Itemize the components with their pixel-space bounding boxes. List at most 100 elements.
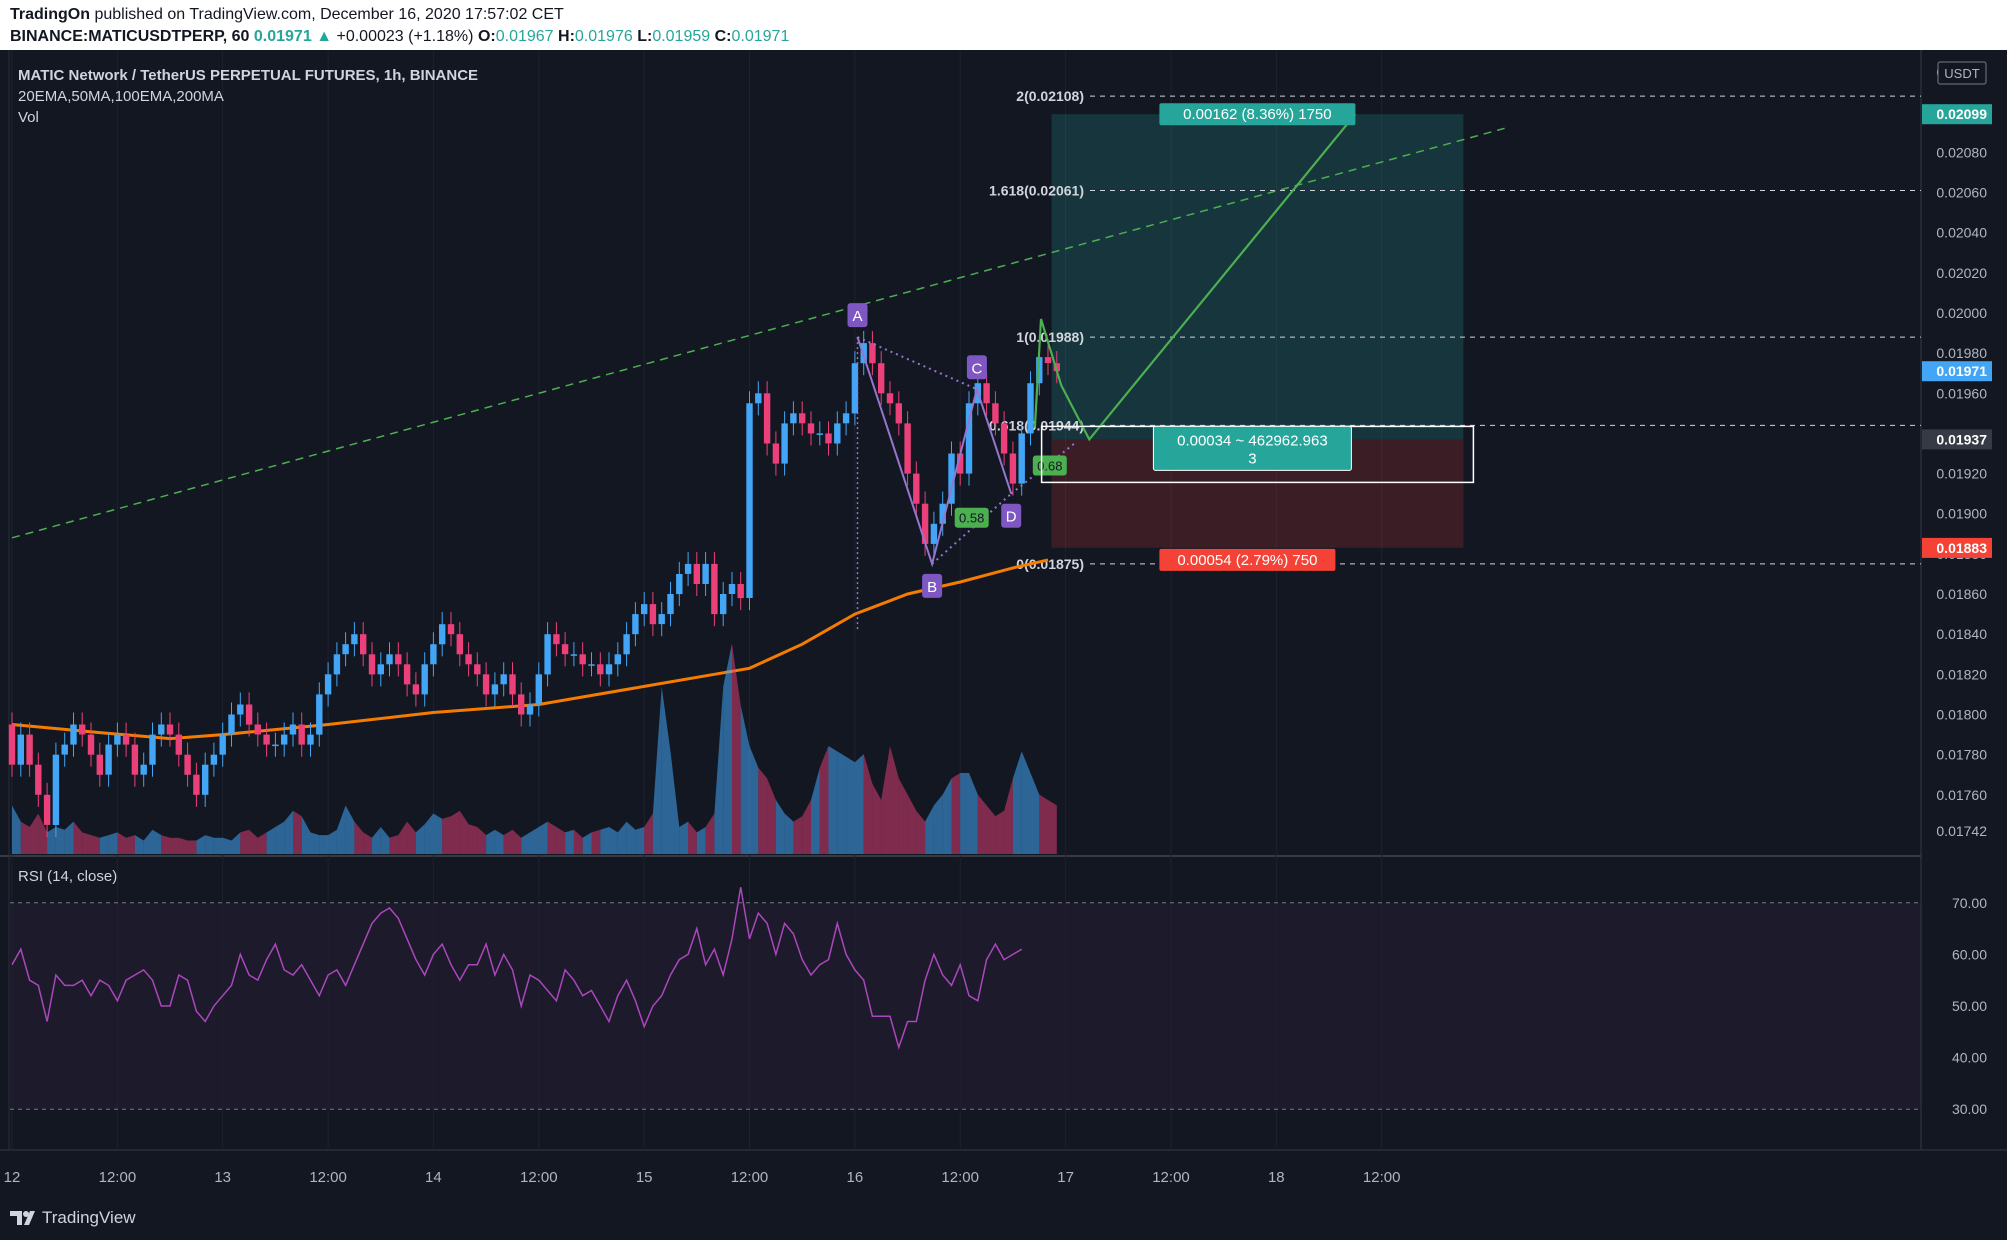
candle[interactable] <box>202 752 209 807</box>
candle[interactable] <box>52 742 60 837</box>
candle[interactable] <box>122 722 130 757</box>
candle[interactable] <box>720 582 727 627</box>
candle[interactable] <box>439 612 446 657</box>
candle[interactable] <box>289 712 297 747</box>
candle[interactable] <box>360 622 367 667</box>
candle[interactable] <box>1044 345 1052 376</box>
candle[interactable] <box>184 742 191 787</box>
candle[interactable] <box>1018 421 1025 496</box>
candle[interactable] <box>447 612 455 647</box>
candle[interactable] <box>166 712 174 747</box>
candle[interactable] <box>377 652 384 687</box>
pattern-point-d[interactable]: D <box>1001 503 1022 528</box>
candle[interactable] <box>597 652 604 687</box>
candle[interactable] <box>307 722 314 757</box>
pattern-point-c[interactable]: C <box>966 355 987 380</box>
candle[interactable] <box>114 722 121 757</box>
candle[interactable] <box>711 551 718 627</box>
candle[interactable] <box>588 652 595 677</box>
candle[interactable] <box>561 632 569 667</box>
candle[interactable] <box>430 632 437 677</box>
candle[interactable] <box>386 642 393 677</box>
candle[interactable] <box>61 732 68 767</box>
candle[interactable] <box>886 381 894 416</box>
candle[interactable] <box>158 712 165 747</box>
candle[interactable] <box>324 662 332 707</box>
candle[interactable] <box>175 722 182 767</box>
candle[interactable] <box>641 592 648 627</box>
candle[interactable] <box>395 642 402 677</box>
candle[interactable] <box>254 712 261 747</box>
candle[interactable] <box>421 652 428 707</box>
candle[interactable] <box>298 712 305 757</box>
candle[interactable] <box>1009 441 1017 496</box>
candle[interactable] <box>17 722 24 777</box>
candle[interactable] <box>351 622 358 657</box>
candle[interactable] <box>632 602 639 647</box>
candle[interactable] <box>140 752 147 787</box>
candle[interactable] <box>245 692 253 737</box>
candle[interactable] <box>193 762 200 807</box>
candle[interactable] <box>474 652 481 687</box>
candle[interactable] <box>878 351 885 406</box>
candle[interactable] <box>228 702 235 747</box>
candle[interactable] <box>605 652 613 687</box>
candle[interactable] <box>965 391 973 486</box>
candle[interactable] <box>43 782 51 837</box>
candle[interactable] <box>649 592 657 637</box>
candle[interactable] <box>412 672 420 707</box>
candle[interactable] <box>210 742 218 777</box>
candle[interactable] <box>746 391 753 611</box>
candle[interactable] <box>728 572 736 607</box>
candle[interactable] <box>526 692 534 727</box>
candle[interactable] <box>825 421 832 456</box>
candle[interactable] <box>105 732 112 787</box>
candle[interactable] <box>403 652 411 697</box>
candle[interactable] <box>790 401 797 436</box>
candle[interactable] <box>491 672 499 707</box>
candle[interactable] <box>570 642 578 667</box>
candle[interactable] <box>693 551 700 596</box>
candle[interactable] <box>544 622 551 687</box>
candle[interactable] <box>851 351 859 426</box>
candle[interactable] <box>456 622 463 667</box>
candle[interactable] <box>368 642 376 687</box>
candle[interactable] <box>930 511 938 556</box>
candle[interactable] <box>70 712 77 757</box>
candle[interactable] <box>333 642 341 687</box>
candle[interactable] <box>1027 371 1034 446</box>
candle[interactable] <box>667 582 674 627</box>
chart-canvas[interactable]: 2(0.02108) 1.618(0.02061) 1(0.01988) 0.618(… <box>0 50 2007 1197</box>
candle[interactable] <box>237 692 244 727</box>
candle[interactable] <box>553 622 560 657</box>
candle[interactable] <box>623 622 630 667</box>
candle[interactable] <box>579 642 586 677</box>
candle[interactable] <box>763 381 771 456</box>
pattern-point-a[interactable]: A <box>847 303 868 328</box>
candle[interactable] <box>992 391 999 436</box>
candle[interactable] <box>500 662 507 697</box>
candle[interactable] <box>219 722 226 767</box>
candle[interactable] <box>702 551 709 596</box>
candle[interactable] <box>895 391 902 436</box>
candle[interactable] <box>816 421 823 446</box>
candle[interactable] <box>316 682 323 747</box>
pattern-point-b[interactable]: B <box>922 573 943 598</box>
candle[interactable] <box>939 491 946 536</box>
candle[interactable] <box>772 431 780 476</box>
currency-button[interactable]: USDT <box>1937 61 1987 85</box>
candle[interactable] <box>272 732 279 757</box>
candle[interactable] <box>26 722 33 777</box>
candle[interactable] <box>869 331 876 376</box>
candle[interactable] <box>676 561 683 607</box>
candle[interactable] <box>755 381 762 416</box>
candle[interactable] <box>79 712 86 747</box>
candle[interactable] <box>781 411 788 476</box>
candle[interactable] <box>948 441 955 516</box>
candle[interactable] <box>1000 411 1008 466</box>
candle[interactable] <box>957 441 964 486</box>
candle[interactable] <box>913 461 920 516</box>
candle[interactable] <box>35 752 42 807</box>
candle[interactable] <box>482 662 490 707</box>
candle[interactable] <box>131 732 139 787</box>
